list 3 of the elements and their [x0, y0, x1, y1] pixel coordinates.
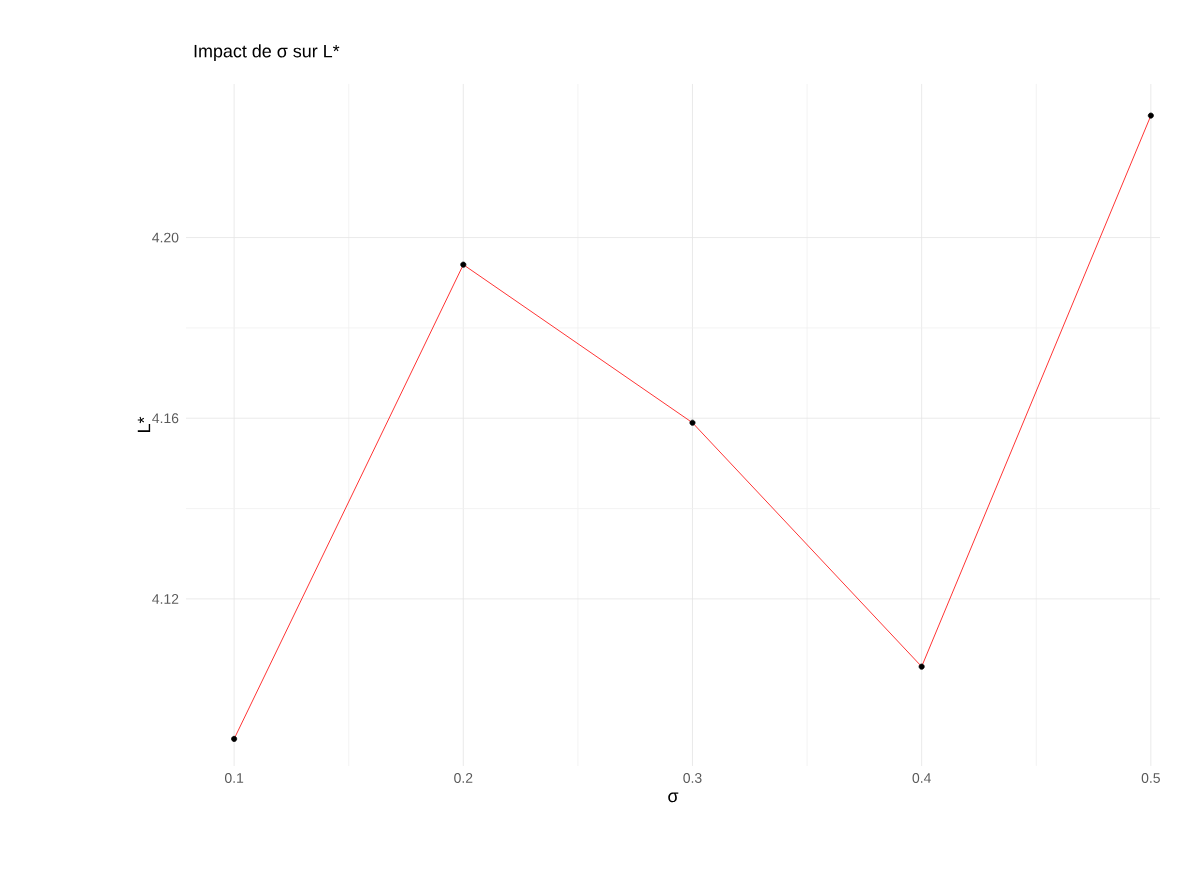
- x-axis-title: σ: [668, 792, 679, 803]
- y-axis-title: L*: [137, 416, 151, 432]
- chart-title: Impact de σ sur L*: [194, 44, 340, 61]
